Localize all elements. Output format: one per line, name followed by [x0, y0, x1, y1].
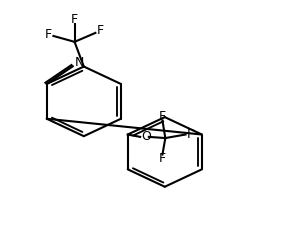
Text: F: F — [97, 24, 104, 37]
Text: F: F — [71, 14, 78, 26]
Text: N: N — [74, 56, 84, 69]
Text: F: F — [159, 152, 166, 165]
Text: F: F — [159, 110, 166, 123]
Text: O: O — [141, 130, 151, 143]
Text: F: F — [187, 128, 194, 141]
Text: F: F — [45, 28, 52, 41]
